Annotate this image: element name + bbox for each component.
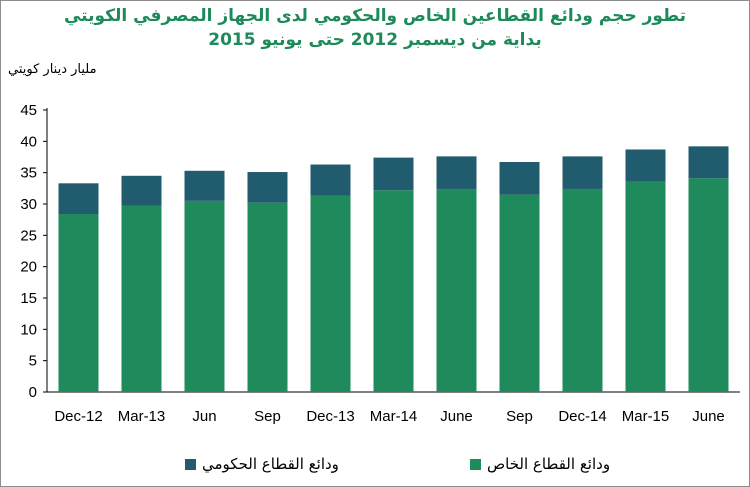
bar-government-deposits [562, 156, 603, 189]
legend-swatch-private [470, 458, 481, 470]
x-tick-label: June [692, 408, 725, 425]
x-tick-label: Mar-14 [370, 408, 418, 425]
x-tick-label: Mar-13 [118, 408, 166, 425]
bar-government-deposits [625, 149, 666, 182]
bar-private-deposits [184, 200, 225, 392]
legend-swatch-government [185, 458, 196, 470]
y-tick-label: 40 [20, 133, 37, 150]
bar-government-deposits [373, 157, 414, 191]
bar-government-deposits [688, 146, 729, 179]
bar-private-deposits [373, 190, 414, 392]
x-tick-label: Sep [254, 408, 281, 425]
bar-government-deposits [310, 164, 351, 196]
x-tick-label: Jun [192, 408, 216, 425]
y-tick-label: 25 [20, 227, 37, 244]
y-axis-label: مليار دينار كويتي [8, 62, 97, 77]
chart-title: تطور حجم ودائع القطاعين الخاص والحكومي ل… [63, 6, 687, 26]
bar-government-deposits [247, 172, 288, 203]
y-tick-label: 30 [20, 196, 37, 213]
y-tick-label: 45 [20, 102, 37, 119]
bar-government-deposits [58, 183, 99, 215]
y-tick-label: 35 [20, 165, 37, 182]
bar-private-deposits [499, 194, 540, 392]
x-tick-label: Dec-14 [558, 408, 606, 425]
bar-government-deposits [184, 170, 225, 201]
bar-private-deposits [688, 178, 729, 392]
x-tick-label: Dec-12 [54, 408, 102, 425]
bar-government-deposits [436, 156, 477, 189]
bar-private-deposits [121, 205, 162, 392]
y-tick-label: 0 [29, 384, 37, 401]
bar-private-deposits [247, 202, 288, 392]
bar-private-deposits [436, 188, 477, 392]
x-tick-label: June [440, 408, 473, 425]
legend-item-government: ودائع القطاع الحكومي [185, 455, 339, 473]
bar-government-deposits [499, 162, 540, 195]
x-tick-label: Mar-15 [622, 408, 670, 425]
y-tick-label: 10 [20, 321, 37, 338]
x-tick-label: Sep [506, 408, 533, 425]
bar-private-deposits [58, 214, 99, 392]
y-tick-label: 20 [20, 259, 37, 276]
y-tick-label: 15 [20, 290, 37, 307]
legend-label-private: ودائع القطاع الخاص [487, 455, 611, 473]
legend-label-government: ودائع القطاع الحكومي [202, 455, 339, 473]
legend-item-private: ودائع القطاع الخاص [470, 455, 610, 473]
bar-private-deposits [310, 195, 351, 392]
bar-private-deposits [562, 188, 603, 392]
y-tick-label: 5 [29, 353, 37, 370]
chart-subtitle: بداية من ديسمبر 2012 حتى يونيو 2015 [208, 30, 542, 50]
bar-private-deposits [625, 181, 666, 392]
bar-government-deposits [121, 175, 162, 206]
x-tick-label: Dec-13 [306, 408, 354, 425]
